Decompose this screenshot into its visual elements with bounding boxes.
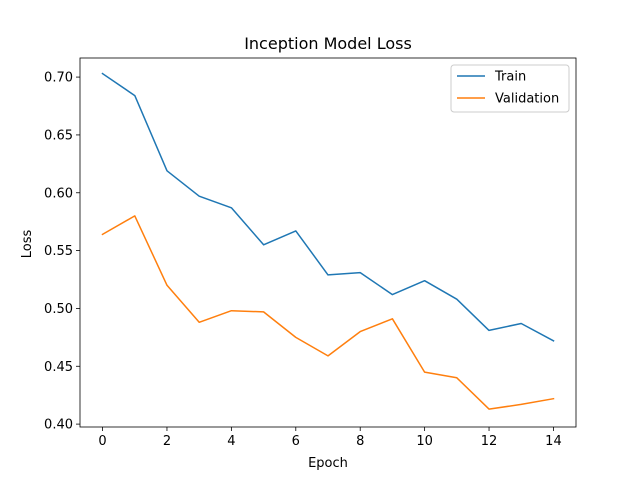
y-axis-ticks: 0.40 0.45 0.50 0.55 0.60 0.65 0.70 (44, 71, 80, 433)
y-axis-label: Loss (20, 230, 35, 259)
y-tick-label: 0.55 (44, 244, 73, 259)
x-axis-label: Epoch (308, 456, 348, 471)
series-line-validation (101, 215, 555, 410)
x-tick-label: 4 (227, 434, 235, 449)
y-tick-label: 0.70 (44, 71, 73, 86)
x-tick-label: 6 (292, 434, 300, 449)
y-tick-label: 0.50 (44, 302, 73, 317)
y-tick-label: 0.45 (44, 360, 73, 375)
x-tick-label: 14 (545, 434, 562, 449)
plot-frame (79, 57, 577, 428)
chart-title: Inception Model Loss (244, 34, 412, 53)
x-tick-label: 12 (481, 434, 498, 449)
y-tick-label: 0.65 (44, 128, 73, 143)
y-tick-label: 0.40 (44, 418, 73, 433)
plot-lines (101, 72, 555, 410)
x-tick-label: 0 (98, 434, 106, 449)
x-tick-label: 8 (356, 434, 364, 449)
legend: Train Validation (450, 64, 570, 113)
y-tick-label: 0.60 (44, 186, 73, 201)
x-tick-label: 10 (416, 434, 433, 449)
axes-frame (79, 57, 577, 428)
legend-label-train: Train (494, 70, 526, 85)
series-line-train (101, 72, 555, 342)
x-tick-label: 2 (163, 434, 171, 449)
x-axis-ticks: 0 2 4 6 8 10 12 14 (98, 427, 562, 449)
legend-label-validation: Validation (495, 92, 559, 107)
